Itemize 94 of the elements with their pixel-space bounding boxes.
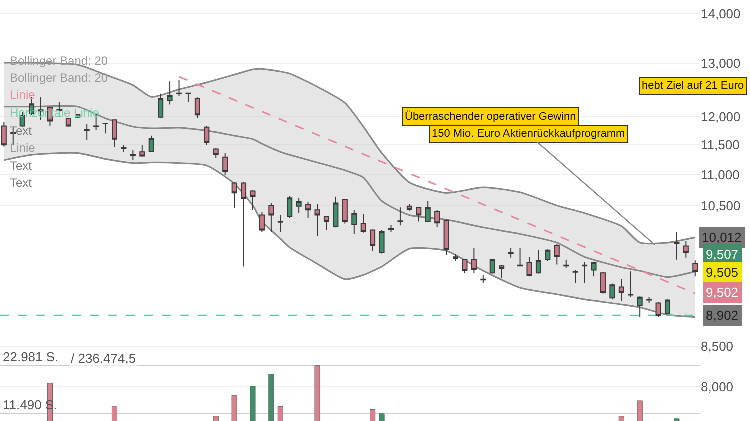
candlestick <box>637 296 643 318</box>
candlestick <box>306 202 312 220</box>
candlestick <box>453 254 459 262</box>
candlestick <box>287 196 293 220</box>
candlestick <box>518 248 524 267</box>
candlestick <box>406 204 412 212</box>
candlestick <box>259 212 265 233</box>
candlestick <box>333 196 339 228</box>
candlestick <box>342 198 348 224</box>
annotation: Überraschender operativer Gewinn <box>405 110 576 123</box>
text: 9,502 <box>706 285 739 300</box>
candlestick <box>582 261 588 284</box>
candlestick <box>112 119 118 148</box>
candlestick <box>683 241 689 258</box>
candlestick <box>140 144 146 158</box>
candlestick <box>444 218 450 256</box>
y2-tick-label: 22.981 S. <box>3 349 59 364</box>
y-tick-label: 11,000 <box>701 167 740 182</box>
candlestick <box>176 80 182 97</box>
text: 8,902 <box>706 308 739 323</box>
candlestick <box>66 118 72 128</box>
y-tick-label: 8,000 <box>701 379 734 394</box>
annotation: Linie <box>10 88 36 102</box>
candlestick <box>398 207 404 226</box>
candlestick <box>646 296 652 304</box>
annotation: 150 Mio. Euro Aktienrückkaufprogramm <box>432 128 626 140</box>
candlestick <box>572 270 578 284</box>
candlestick <box>250 190 256 211</box>
candlestick <box>471 248 477 274</box>
candlestick <box>664 299 670 315</box>
candlestick <box>278 214 284 233</box>
y-tick-label: 10,500 <box>701 198 741 214</box>
annotation: / 236.474,5 <box>71 351 136 366</box>
candlestick <box>591 261 597 278</box>
candlestick <box>360 214 366 234</box>
candlestick <box>148 135 154 153</box>
candlestick <box>628 271 634 298</box>
candlestick <box>241 182 247 268</box>
y-tick-label: 13,000 <box>701 56 741 72</box>
candlestick <box>268 202 274 233</box>
candlestick <box>232 182 238 209</box>
candlestick <box>352 210 358 235</box>
candlestick <box>324 215 330 231</box>
candlestick <box>692 260 698 278</box>
candlestick <box>296 198 302 214</box>
candlestick <box>130 150 136 161</box>
text: 9,505 <box>706 265 739 280</box>
candlestick <box>536 250 542 274</box>
candlestick <box>222 152 228 176</box>
candlestick <box>213 148 219 158</box>
candlestick <box>434 210 440 228</box>
line-series <box>3 105 696 278</box>
text: 9,507 <box>706 247 739 262</box>
annotation: Text <box>10 176 33 190</box>
candlestick <box>167 81 173 106</box>
candlestick <box>425 200 431 223</box>
y-tick-label: 11,500 <box>701 138 740 153</box>
text: 10,012 <box>702 230 742 245</box>
candlestick <box>480 274 486 284</box>
candlestick <box>84 124 90 140</box>
candlestick <box>564 259 570 269</box>
candlestick <box>526 256 532 278</box>
y-tick-label: 14,000 <box>701 6 741 22</box>
candlestick <box>610 283 616 300</box>
candlestick <box>490 259 496 274</box>
candlestick <box>499 264 505 279</box>
candlestick <box>656 302 662 318</box>
candlestick <box>158 93 164 119</box>
y-tick-label: 8,500 <box>701 339 734 354</box>
candlestick <box>370 229 376 252</box>
annotation: hebt Ziel auf 21 Euro <box>642 80 744 92</box>
candlestick <box>600 272 606 294</box>
y-tick-label: 12,000 <box>701 109 741 124</box>
candlestick <box>388 224 394 233</box>
candlestick <box>204 126 210 146</box>
candlestick <box>462 258 468 274</box>
y2-tick-label: 11.490 S. <box>3 397 58 412</box>
candlestick <box>545 249 551 262</box>
candlestick <box>508 248 514 258</box>
candlestick <box>314 204 320 237</box>
annotation: Bollinger Band: 20 <box>10 71 108 85</box>
annotation: Text <box>10 159 33 173</box>
candlestick <box>194 97 200 119</box>
candlestick <box>1 122 7 148</box>
candlestick <box>618 278 624 302</box>
candlestick <box>102 122 108 134</box>
line-series <box>3 152 696 318</box>
candlestick <box>379 230 385 254</box>
candlestick <box>416 206 422 222</box>
candlestick <box>121 144 127 153</box>
candlestick <box>186 92 192 102</box>
candlestick <box>554 244 560 266</box>
candlestick <box>674 232 680 260</box>
annotation: Linie <box>10 141 36 155</box>
